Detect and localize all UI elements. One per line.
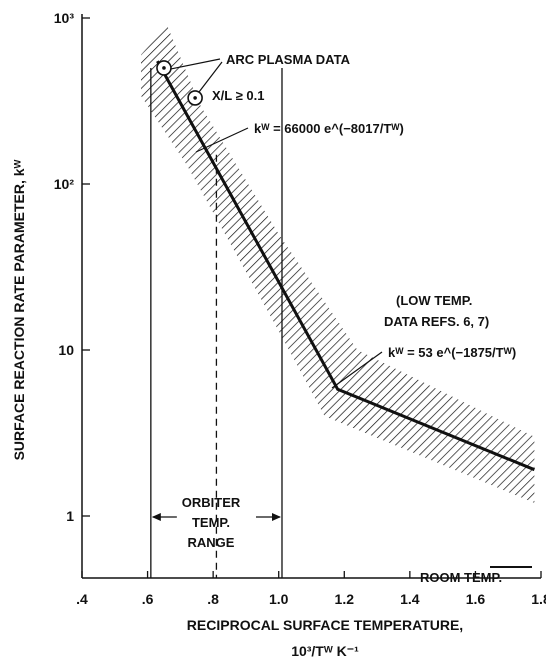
x-tick-label-3: 1.0 — [269, 591, 289, 607]
range-arrow-left-head — [151, 513, 161, 521]
axes: .4 .6 .8 1.0 1.2 1.4 1.6 1.8 1 10 10² 10³ — [54, 10, 546, 607]
arc-plasma-point-dot-0 — [162, 66, 166, 70]
arc-plasma-label: ARC PLASMA DATA — [226, 52, 351, 67]
arc-plasma-point-dot-1 — [193, 96, 197, 100]
x-tick-label-5: 1.4 — [400, 591, 420, 607]
y-tick-label-1: 10 — [58, 342, 74, 358]
range-arrow-right-head — [271, 513, 281, 521]
orbiter-label-2: TEMP. — [192, 515, 230, 530]
labels: RECIPROCAL SURFACE TEMPERATURE, 10³/Tᵂ K… — [11, 52, 532, 659]
x-tick-label-2: .8 — [207, 591, 219, 607]
y-tick-label-0: 1 — [66, 508, 74, 524]
arc-plasma-leader-1 — [198, 61, 223, 93]
y-axis-label: SURFACE REACTION RATE PARAMETER, kᵂ — [11, 159, 27, 460]
room-temp-label: ROOM TEMP. — [420, 570, 502, 585]
x-tick-label-0: .4 — [76, 591, 88, 607]
x-tick-label-1: .6 — [142, 591, 154, 607]
x-axis-label: RECIPROCAL SURFACE TEMPERATURE, — [187, 617, 463, 633]
orbiter-range-lines — [150, 67, 283, 578]
series-layer — [156, 60, 535, 472]
y-tick-label-2: 10² — [54, 176, 75, 192]
fit-line-0 — [156, 60, 535, 472]
low-temp-label-1: (LOW TEMP. — [396, 293, 472, 308]
x-over-l-label: X/L ≥ 0.1 — [212, 88, 264, 103]
equation-high-temp: kᵂ = 66000 e^(−8017/Tᵂ) — [254, 121, 404, 136]
arc-plasma-leader-0 — [170, 58, 221, 70]
orbiter-label-1: ORBITER — [182, 495, 241, 510]
equation-low-leader — [331, 351, 383, 389]
equation-low-temp: kᵂ = 53 e^(−1875/Tᵂ) — [388, 345, 516, 360]
low-temp-label-2: DATA REFS. 6, 7) — [384, 314, 489, 329]
y-tick-label-3: 10³ — [54, 10, 75, 26]
orbiter-label-3: RANGE — [188, 535, 235, 550]
equation-high-leader — [195, 127, 249, 153]
x-tick-label-7: 1.8 — [531, 591, 546, 607]
x-axis-units: 10³/Tᵂ K⁻¹ — [291, 643, 359, 659]
x-tick-label-4: 1.2 — [335, 591, 355, 607]
x-tick-label-6: 1.6 — [466, 591, 486, 607]
